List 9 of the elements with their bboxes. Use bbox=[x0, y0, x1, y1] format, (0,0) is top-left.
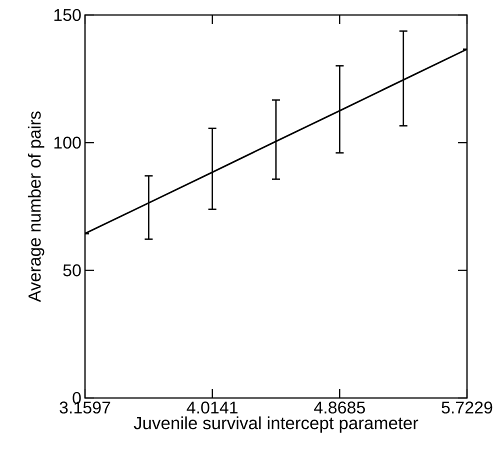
x-axis-title: Juvenile survival intercept parameter bbox=[134, 416, 418, 433]
x-tick-label: 4.8685 bbox=[314, 402, 365, 414]
x-tick-label: 5.7229 bbox=[442, 402, 492, 414]
y-tick-label: 150 bbox=[54, 8, 81, 22]
y-tick-label: 100 bbox=[54, 136, 81, 149]
y-axis-title: Average number of pairs bbox=[28, 112, 44, 302]
y-tick-label: 50 bbox=[63, 264, 81, 276]
x-tick-label: 3.1597 bbox=[60, 402, 110, 414]
x-tick-label: 4.0141 bbox=[186, 402, 238, 414]
